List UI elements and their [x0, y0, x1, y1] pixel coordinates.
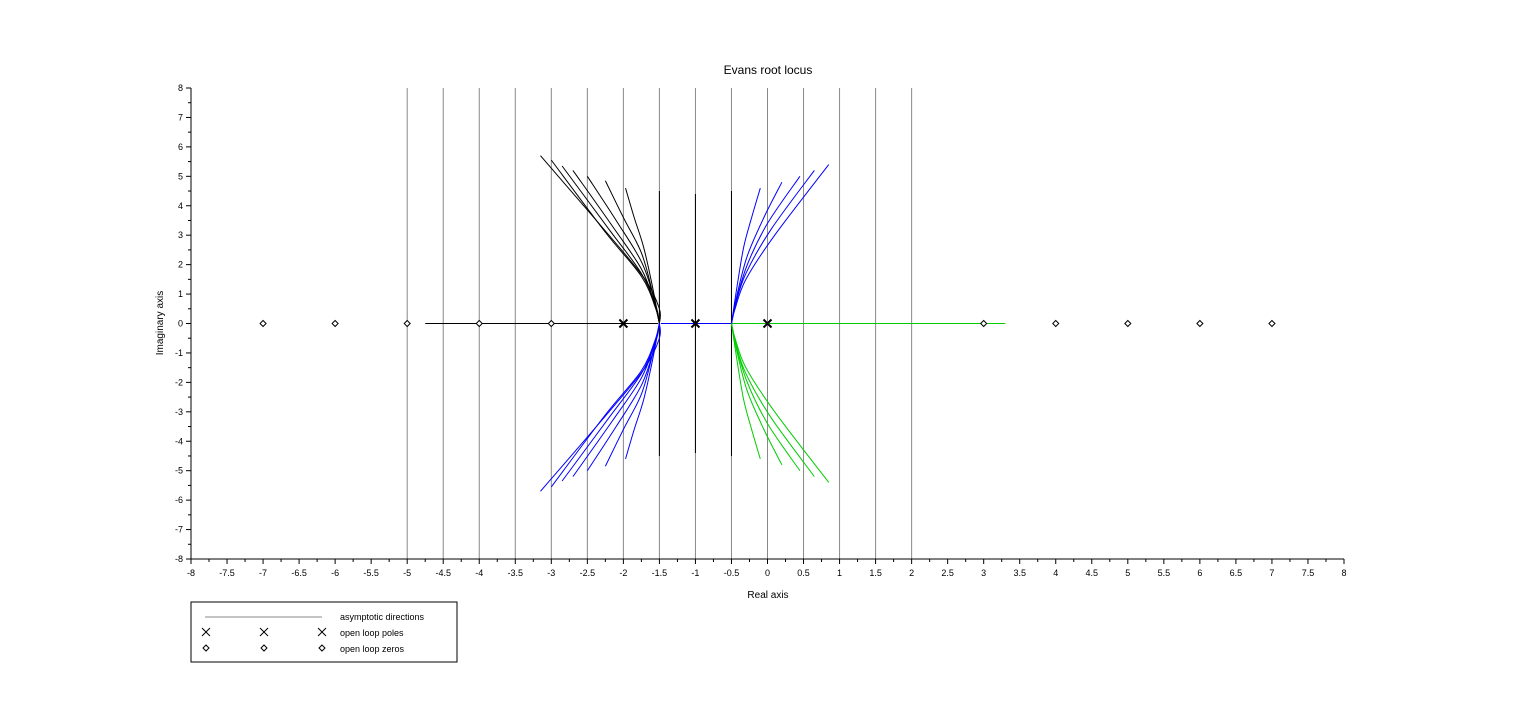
zero-marker — [979, 319, 988, 328]
x-tick-label: 2 — [909, 568, 914, 578]
x-tick-label: -3 — [547, 568, 555, 578]
x-tick-label: 3.5 — [1013, 568, 1026, 578]
x-ticks: -8 -7.5 -7 -6.5 -6 -5.5 -5 -4.5 -4 -3.5 -3 -2.5 -2 -1… — [187, 559, 1347, 578]
x-tick-label: 8 — [1341, 568, 1346, 578]
y-tick-label: 7 — [178, 112, 183, 122]
y-tick-label: -3 — [175, 407, 183, 417]
zero-marker — [1052, 319, 1060, 328]
x-tick-label: -3.5 — [508, 568, 524, 578]
y-tick-label: -1 — [175, 348, 183, 358]
x-tick-label: 1 — [837, 568, 842, 578]
x-tick-label: -2 — [619, 568, 627, 578]
open-loop-poles — [618, 318, 773, 329]
y-tick-label: 3 — [178, 230, 183, 240]
y-tick-label: 2 — [178, 260, 183, 270]
x-tick-label: 1.5 — [869, 568, 882, 578]
y-tick-label: -7 — [175, 525, 183, 535]
x-tick-label: -0.5 — [724, 568, 740, 578]
open-loop-zeros — [259, 319, 1276, 328]
y-ticks: -8 -7 -6 -5 -4 -3 -2 -1 0 1 2 3 4 5 6 7 8 — [175, 83, 191, 564]
x-axis-label: Real axis — [747, 590, 788, 601]
x-tick-label: -1 — [691, 568, 699, 578]
zero-marker — [1124, 319, 1132, 328]
zero-marker — [1196, 319, 1204, 328]
y-tick-label: 4 — [178, 201, 183, 211]
legend-label-open-loop-zeros: open loop zeros — [340, 644, 405, 654]
x-tick-label: -5 — [403, 568, 411, 578]
x-tick-label: 0 — [765, 568, 770, 578]
zero-marker — [259, 319, 267, 328]
x-tick-label: 5 — [1125, 568, 1130, 578]
locus-branch — [625, 187, 660, 324]
y-tick-label: -5 — [175, 466, 183, 476]
y-tick-label: 0 — [178, 319, 183, 329]
x-tick-label: 6 — [1197, 568, 1202, 578]
y-tick-label: -2 — [175, 377, 183, 387]
y-tick-label: -4 — [175, 436, 183, 446]
chart-title: Evans root locus — [724, 63, 813, 77]
x-tick-label: -5.5 — [363, 568, 379, 578]
x-tick-label: -4 — [475, 568, 483, 578]
legend-label-open-loop-poles: open loop poles — [340, 628, 404, 638]
locus-branch — [730, 181, 783, 324]
x-tick-label: 3 — [981, 568, 986, 578]
legend-label-asymptotic-directions: asymptotic directions — [340, 612, 425, 622]
zero-marker — [1268, 319, 1276, 328]
x-tick-label: -7.5 — [219, 568, 235, 578]
locus-branch — [604, 323, 660, 467]
zero-marker — [475, 319, 483, 328]
y-tick-label: 1 — [178, 289, 183, 299]
locus-branch — [730, 323, 761, 460]
x-tick-label: 4 — [1053, 568, 1058, 578]
x-tick-label: 6.5 — [1230, 568, 1243, 578]
zero-marker — [331, 319, 339, 328]
x-tick-label: -8 — [187, 568, 195, 578]
legend-zero-markers — [202, 644, 326, 652]
x-tick-label: 7.5 — [1302, 568, 1315, 578]
x-tick-label: 7 — [1269, 568, 1274, 578]
locus-branch — [625, 323, 660, 460]
y-tick-label: 5 — [178, 171, 183, 181]
x-tick-label: -6.5 — [291, 568, 307, 578]
y-tick-label: -6 — [175, 495, 183, 505]
x-tick-label: 0.5 — [797, 568, 810, 578]
zero-marker — [547, 319, 556, 328]
legend-pole-markers — [201, 627, 327, 637]
x-tick-label: -1.5 — [652, 568, 668, 578]
x-tick-label: 5.5 — [1158, 568, 1171, 578]
locus-branch — [730, 323, 783, 466]
pole-marker — [618, 318, 629, 329]
x-tick-label: -4.5 — [435, 568, 451, 578]
locus-branches — [425, 155, 1006, 492]
y-tick-label: 6 — [178, 142, 183, 152]
x-tick-label: 4.5 — [1086, 568, 1099, 578]
legend: asymptotic directions open loop poles op… — [190, 601, 458, 663]
locus-branch — [604, 180, 660, 324]
x-tick-label: -2.5 — [580, 568, 596, 578]
x-tick-label: -7 — [259, 568, 267, 578]
x-tick-label: -6 — [331, 568, 339, 578]
legend-box — [190, 601, 458, 663]
locus-branch — [730, 187, 761, 324]
zero-marker — [403, 319, 411, 328]
y-axis-label: Imaginary axis — [155, 291, 166, 355]
y-tick-label: 8 — [178, 83, 183, 93]
pole-marker — [762, 318, 773, 329]
y-tick-label: -8 — [175, 554, 183, 564]
pole-marker — [690, 318, 701, 329]
x-tick-label: 2.5 — [941, 568, 954, 578]
